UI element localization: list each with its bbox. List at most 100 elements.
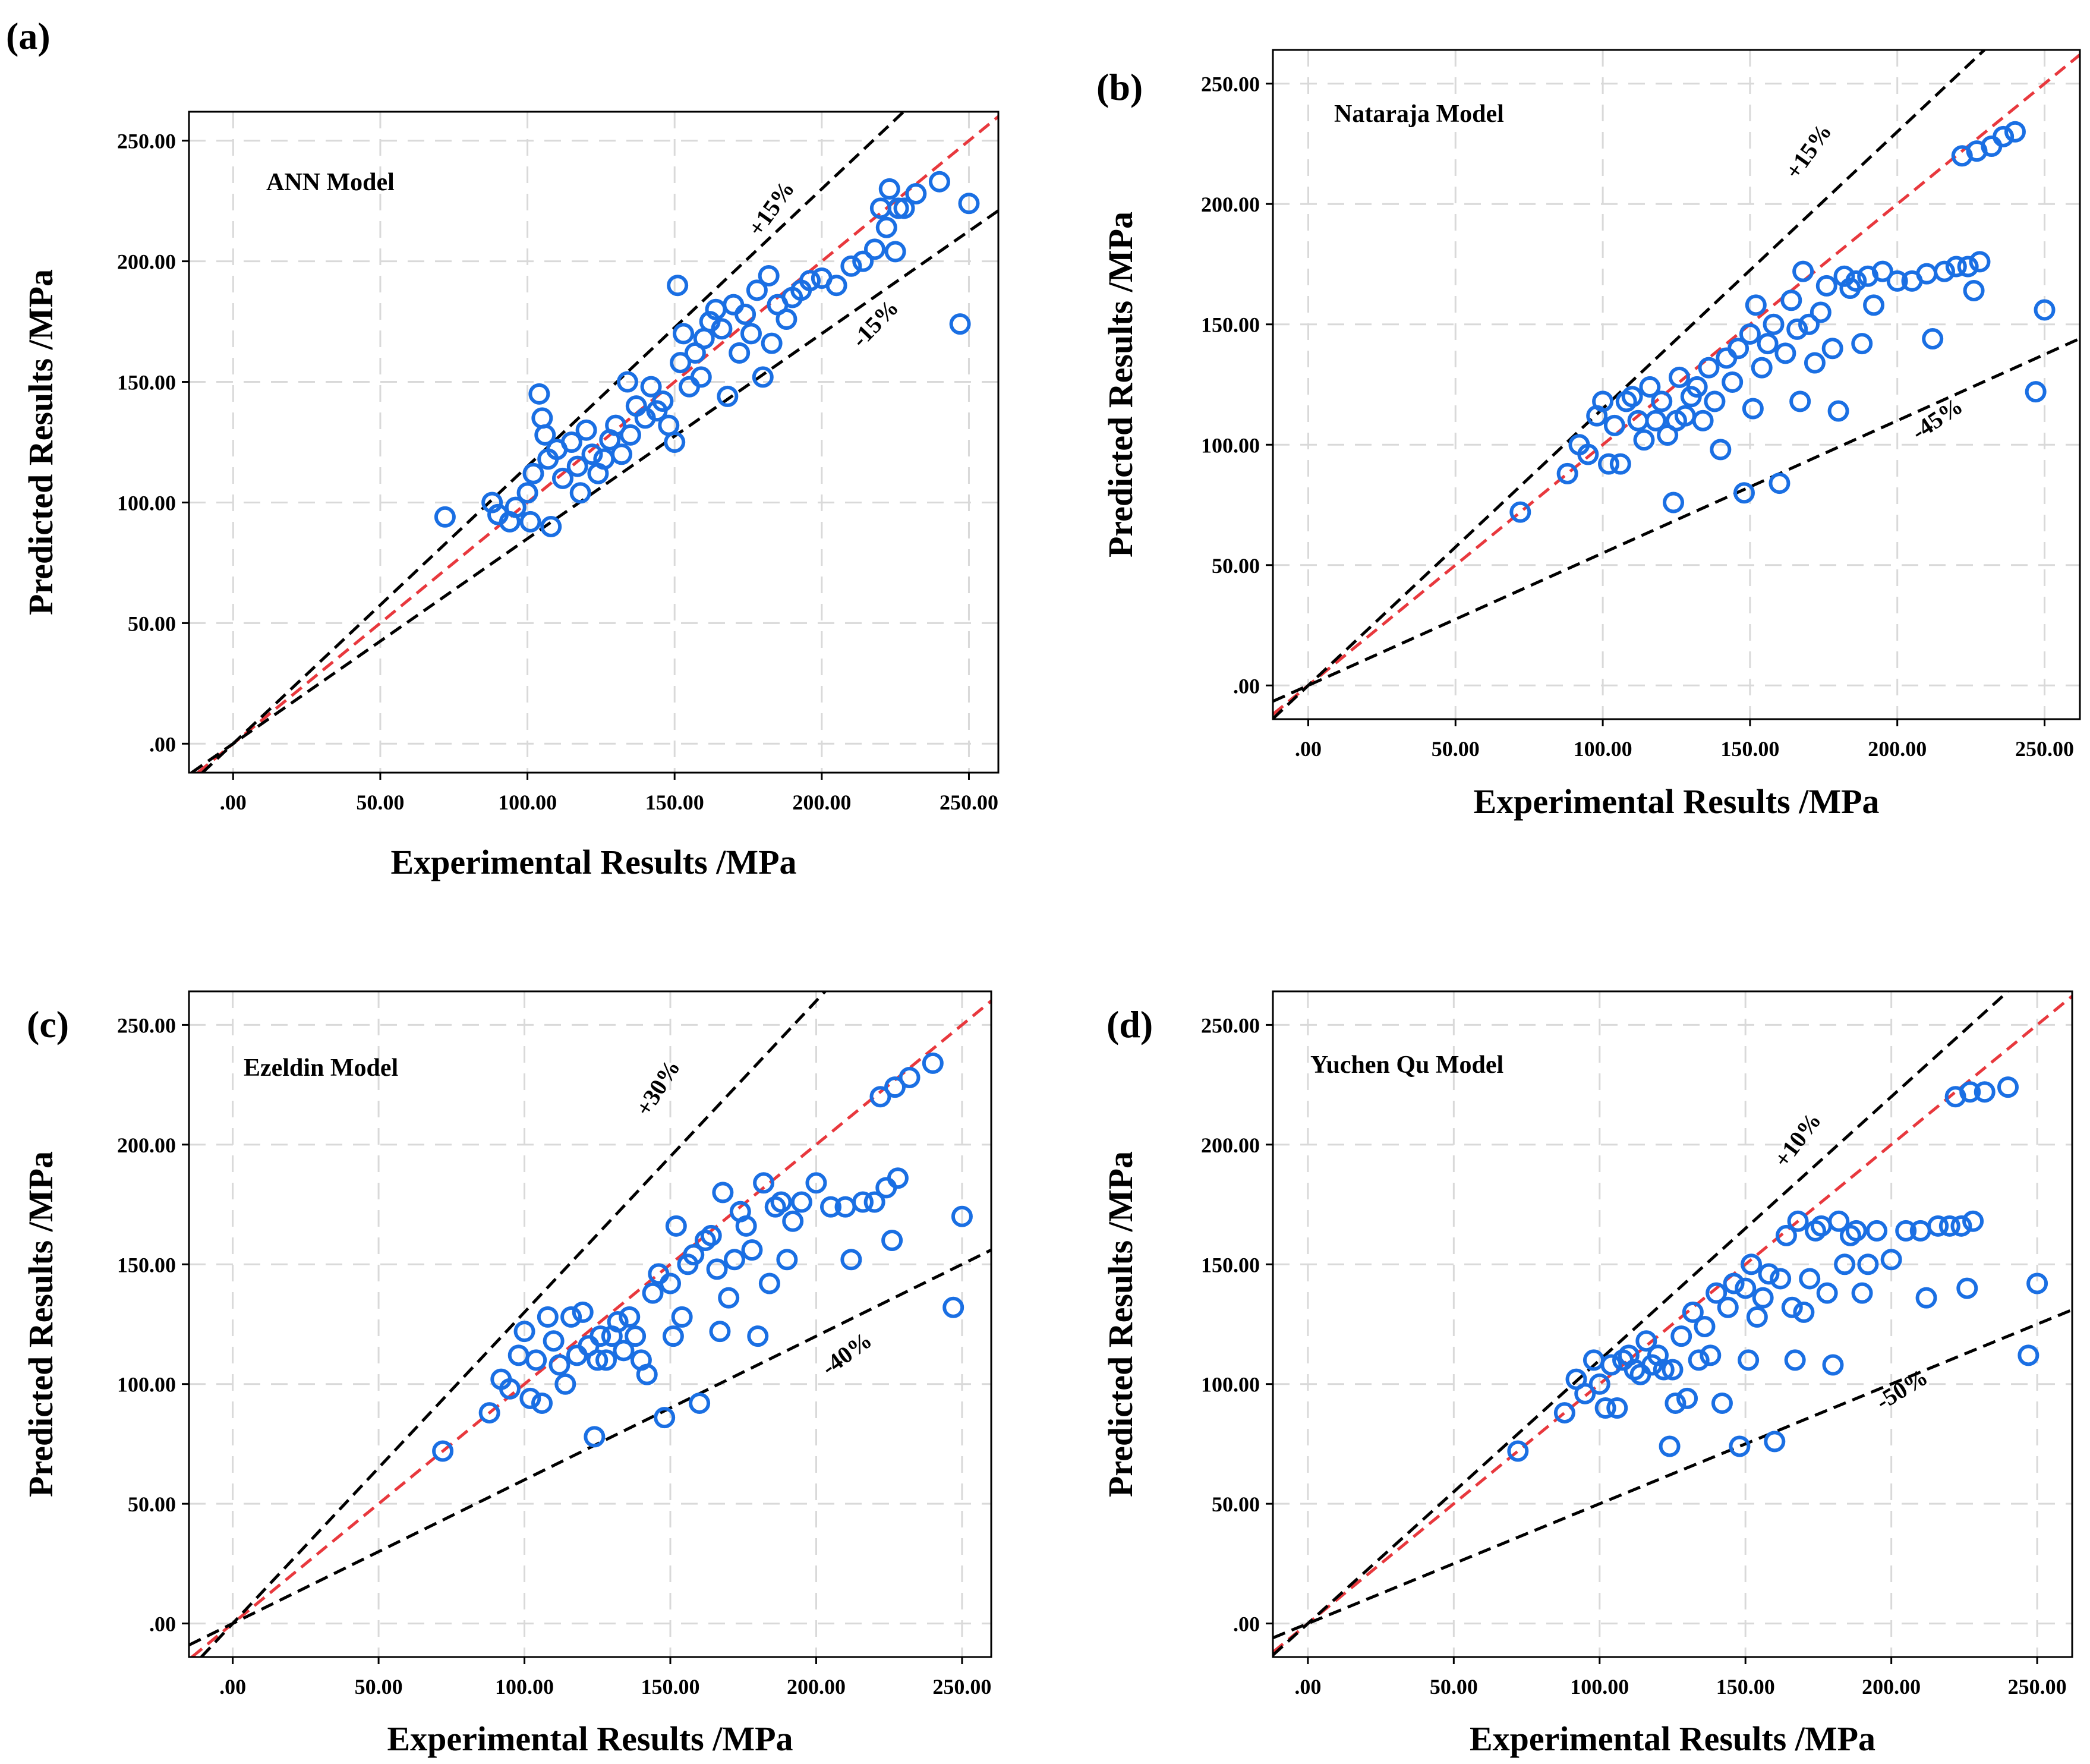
data-point xyxy=(1834,1253,1856,1275)
data-point xyxy=(863,1191,885,1213)
x-tick-label: 250.00 xyxy=(932,1675,991,1699)
data-point xyxy=(516,482,538,504)
data-point xyxy=(551,467,573,489)
data-point xyxy=(1922,328,1944,350)
data-point xyxy=(481,492,503,514)
data-point xyxy=(613,1340,635,1362)
data-point xyxy=(505,496,527,518)
model-title: ANN Model xyxy=(266,169,395,196)
data-point xyxy=(869,1086,891,1108)
data-point xyxy=(499,1378,521,1400)
x-tick-label: 250.00 xyxy=(2008,1675,2067,1699)
panel-label: (a) xyxy=(6,15,51,57)
data-point xyxy=(662,1325,684,1347)
data-point xyxy=(706,1258,728,1280)
data-point xyxy=(1799,1268,1821,1290)
data-point xyxy=(670,352,692,374)
data-point xyxy=(660,1272,681,1294)
y-tick-label: 100.00 xyxy=(117,491,176,515)
x-tick-label: 150.00 xyxy=(641,1675,700,1699)
data-point xyxy=(1556,462,1578,484)
data-points xyxy=(1507,1076,2048,1462)
bound-line xyxy=(1273,337,2080,703)
data-point xyxy=(928,171,950,193)
data-point xyxy=(1728,338,1749,360)
data-points xyxy=(1509,121,2056,523)
y-tick-label: 250.00 xyxy=(1201,1013,1260,1037)
y-tick-label: 100.00 xyxy=(1201,433,1260,457)
bound-line xyxy=(190,209,998,773)
data-point xyxy=(1688,1349,1710,1371)
data-point xyxy=(1507,1440,1529,1462)
data-point xyxy=(1716,347,1738,369)
x-tick-label: 150.00 xyxy=(1716,1675,1775,1699)
data-point xyxy=(522,462,544,484)
y-tick-label: 200.00 xyxy=(117,1133,176,1157)
data-point xyxy=(595,1349,617,1371)
data-point xyxy=(1594,1397,1616,1419)
data-point xyxy=(1822,1354,1844,1376)
data-point xyxy=(1863,294,1885,316)
data-point xyxy=(776,308,797,330)
data-point xyxy=(1945,256,1967,278)
data-point xyxy=(554,1373,576,1395)
x-tick-label: 50.00 xyxy=(1432,737,1480,761)
data-point xyxy=(1969,251,1991,273)
y-tick-label: 50.00 xyxy=(128,1492,176,1516)
data-point xyxy=(616,371,638,393)
data-point xyxy=(884,1076,906,1098)
data-point xyxy=(1916,263,1938,285)
data-point xyxy=(636,1363,658,1385)
x-tick-label: 200.00 xyxy=(787,1675,846,1699)
data-point xyxy=(1827,400,1849,422)
data-point xyxy=(1950,1215,1972,1237)
data-point xyxy=(1722,371,1744,393)
data-point xyxy=(758,1272,780,1294)
data-point xyxy=(640,376,662,398)
data-point xyxy=(887,1167,909,1189)
x-tick-label: 250.00 xyxy=(2015,737,2074,761)
data-point xyxy=(566,1344,588,1366)
data-point xyxy=(671,1306,693,1328)
data-point xyxy=(537,1306,559,1328)
bound-line-label: -45% xyxy=(1906,392,1968,445)
data-point xyxy=(1956,1277,1978,1299)
data-point xyxy=(1786,318,1808,340)
data-point xyxy=(799,270,821,292)
data-point xyxy=(560,431,582,453)
data-point xyxy=(1792,260,1814,282)
data-point xyxy=(531,1392,553,1414)
data-point xyxy=(566,455,588,477)
data-point xyxy=(2026,1272,2048,1294)
data-point xyxy=(569,482,591,504)
y-tick-label: 50.00 xyxy=(1212,1492,1260,1516)
data-point xyxy=(753,1172,775,1194)
data-point xyxy=(619,1306,641,1328)
data-point xyxy=(1668,366,1690,388)
data-point xyxy=(2004,121,2026,143)
data-point xyxy=(513,1321,535,1343)
data-point xyxy=(1745,294,1767,316)
bound-line-label: -40% xyxy=(816,1327,877,1381)
data-point xyxy=(1600,1354,1622,1376)
data-point xyxy=(746,279,768,301)
data-point xyxy=(587,1349,609,1371)
data-point xyxy=(724,1249,745,1271)
data-point xyxy=(1764,1431,1786,1453)
data-point xyxy=(1621,386,1643,408)
y-axis-title: Predicted Results /MPa xyxy=(1101,212,1140,557)
data-point xyxy=(1857,1253,1879,1275)
data-point xyxy=(770,1191,792,1213)
data-point xyxy=(625,1325,647,1347)
data-point xyxy=(1574,1382,1596,1404)
data-point xyxy=(1553,1402,1575,1424)
bound-line xyxy=(200,991,827,1657)
data-point xyxy=(712,1182,734,1204)
y-tick-label: 150.00 xyxy=(117,1253,176,1277)
data-point xyxy=(611,443,633,465)
data-point xyxy=(575,419,597,441)
data-point xyxy=(1635,1330,1657,1352)
data-point xyxy=(534,424,556,446)
data-point xyxy=(1880,1249,1902,1271)
data-point xyxy=(1751,357,1773,379)
